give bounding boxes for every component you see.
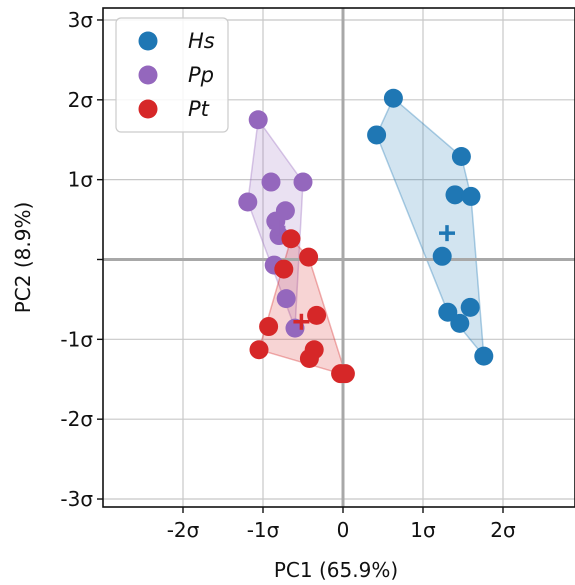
data-point-pp	[261, 172, 281, 192]
data-point-pp	[276, 289, 296, 309]
centroid-hs	[439, 225, 455, 242]
x-tick-label: 0	[337, 518, 350, 542]
data-point-pt	[274, 259, 294, 279]
data-point-hs	[367, 125, 387, 145]
data-point-pt	[281, 229, 301, 249]
data-point-pt	[249, 340, 269, 360]
data-point-hs	[460, 297, 480, 317]
data-point-hs	[432, 246, 452, 266]
legend-label: Pt	[188, 97, 210, 121]
plot-frame	[102, 7, 575, 508]
data-point-pp	[248, 110, 268, 130]
data-point-hs	[450, 313, 470, 333]
axis-ticks: -2σ -1σ 0 1σ 2σ -3σ -2σ -1σ 1σ 2σ 3σ	[60, 8, 516, 542]
data-point-hs	[438, 302, 458, 322]
y-tick-label: -2σ	[60, 407, 93, 431]
data-point-hs	[461, 186, 481, 206]
legend-item-pp: Pp	[138, 63, 214, 87]
data-point-hs	[445, 185, 465, 205]
centroid-pt	[293, 313, 310, 330]
data-point-pt	[335, 364, 355, 384]
data-point-pt	[307, 305, 327, 325]
data-point-pp	[293, 172, 313, 192]
y-tick-label: 2σ	[68, 88, 94, 112]
y-tick-label: 1σ	[68, 168, 94, 192]
data-point-hs	[474, 346, 494, 366]
x-tick-label: 1σ	[410, 518, 436, 542]
legend-label: Pp	[188, 63, 214, 87]
hull-pt	[258, 237, 347, 375]
x-tick-label: -2σ	[167, 518, 200, 542]
y-tick-label: 3σ	[68, 8, 94, 32]
hull-hs	[375, 97, 485, 359]
x-tick-label: -1σ	[247, 518, 280, 542]
y-axis-label: PC2 (8.9%)	[11, 202, 35, 314]
zero-axis-lines	[103, 8, 575, 507]
data-point-hs	[383, 88, 403, 108]
grid-lines	[103, 8, 575, 507]
legend-marker	[138, 99, 158, 119]
x-tick-label: 2σ	[490, 518, 516, 542]
data-point-pt	[299, 247, 319, 267]
x-axis-label: PC1 (65.9%)	[274, 558, 398, 582]
data-point-pp	[238, 192, 258, 212]
centroid-pp	[269, 219, 286, 236]
data-point-hs	[451, 147, 471, 167]
legend-item-pt: Pt	[138, 97, 210, 121]
y-tick-label: -1σ	[60, 327, 93, 351]
data-point-pt	[299, 348, 319, 368]
legend-label: Hs	[188, 29, 215, 53]
data-point-pt	[259, 317, 279, 337]
y-tick-label: -3σ	[60, 487, 93, 511]
legend-marker	[138, 65, 158, 85]
centroid-markers	[269, 219, 455, 330]
legend: Hs Pp Pt	[115, 17, 229, 133]
legend-item-hs: Hs	[138, 29, 215, 53]
legend-marker	[138, 31, 158, 51]
